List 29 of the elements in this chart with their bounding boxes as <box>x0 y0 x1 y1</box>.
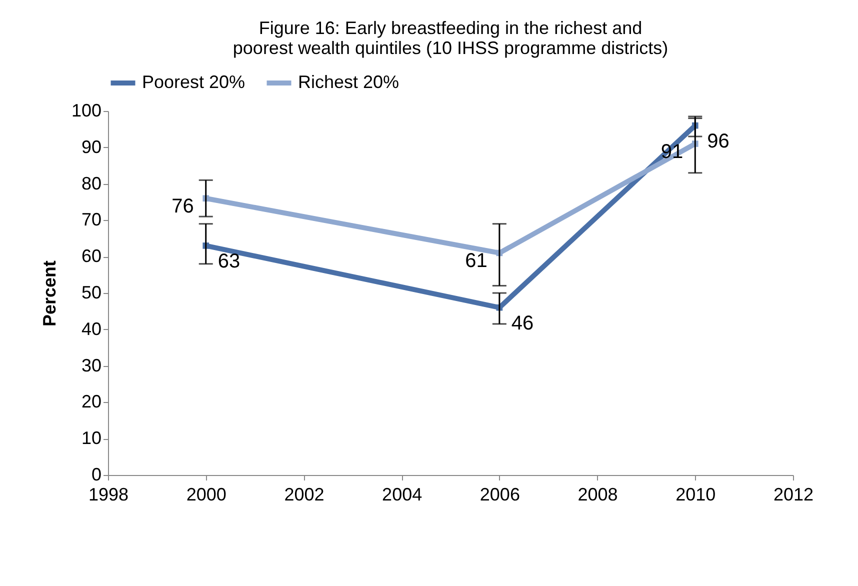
y-tick-label: 100 <box>71 100 102 120</box>
y-tick-label: 30 <box>81 355 102 376</box>
y-tick-label: 0 <box>91 464 102 484</box>
x-tick-label: 2002 <box>284 484 324 504</box>
data-label: 46 <box>511 312 534 335</box>
y-tick-label: 40 <box>81 318 102 339</box>
x-tick-label: 2000 <box>186 484 226 504</box>
y-tick-label: 90 <box>81 136 102 157</box>
data-label: 76 <box>172 195 194 218</box>
x-tick-label: 2006 <box>480 484 520 504</box>
x-tick-label: 2010 <box>676 484 716 504</box>
y-tick-label: 20 <box>81 392 102 412</box>
y-axis-title: Percent <box>39 260 60 327</box>
data-label: 61 <box>465 250 488 272</box>
chart-title: Figure 16: Early breastfeeding in the richest and poorest wealth quintiles (10 IHSS programme districts) <box>232 18 668 58</box>
data-label: 63 <box>218 250 240 273</box>
legend-label: Richest 20% <box>298 72 400 92</box>
y-tick-label: 50 <box>81 282 102 302</box>
x-tick-label: 2012 <box>773 484 814 504</box>
y-tick-label: 60 <box>81 246 102 266</box>
y-tick-label: 80 <box>81 173 102 194</box>
x-tick-label: 2004 <box>382 484 422 504</box>
y-tick-label: 10 <box>81 428 102 448</box>
y-tick-label: 70 <box>81 210 102 230</box>
x-tick-label: 1998 <box>88 484 129 504</box>
data-label: 96 <box>707 130 730 153</box>
legend-label: Poorest 20% <box>142 72 246 92</box>
data-label: 91 <box>660 140 684 163</box>
x-tick-label: 2008 <box>578 484 618 504</box>
